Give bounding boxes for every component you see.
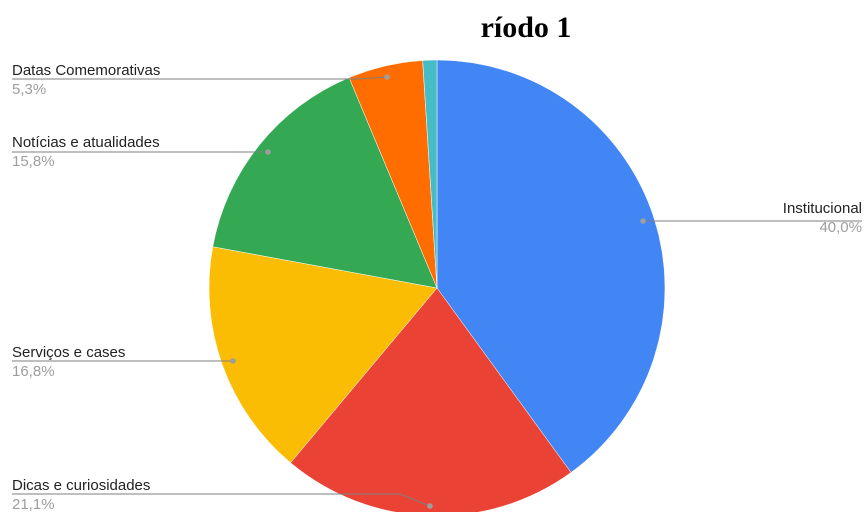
pie-slice-noticias-e-atualidades (212, 77, 438, 289)
slice-label-institucional: Institucional (783, 200, 862, 217)
leader-dot-noticias-e-atualidades (265, 149, 271, 155)
slice-label-noticias-e-atualidades: Notícias e atualidades (12, 134, 160, 151)
leader-dot-dicas-e-curiosidades (427, 503, 433, 509)
leader-dot-datas-comemorativas (384, 74, 390, 80)
leader-dot-servicos-e-cases (230, 358, 236, 364)
leader-line-datas-comemorativas (12, 76, 388, 80)
slice-percent-datas-comemorativas: 5,3% (12, 81, 46, 98)
pie-slice-other (422, 59, 438, 289)
leader-dot-institucional (640, 218, 646, 224)
pie-slices (208, 59, 666, 512)
slice-label-dicas-e-curiosidades: Dicas e curiosidades (12, 477, 150, 494)
slice-percent-dicas-e-curiosidades: 21,1% (12, 496, 55, 512)
chart-title: ríodo 1 (481, 11, 572, 44)
leader-line-dicas-e-curiosidades (12, 493, 431, 507)
pie-slice-institucional (436, 59, 666, 473)
slice-percent-institucional: 40,0% (819, 219, 862, 236)
slice-percent-noticias-e-atualidades: 15,8% (12, 153, 55, 170)
slice-label-datas-comemorativas: Datas Comemorativas (12, 62, 160, 79)
leader-lines (12, 74, 862, 509)
pie-slice-dicas-e-curiosidades (290, 287, 572, 512)
slice-label-servicos-e-cases: Serviços e cases (12, 344, 125, 361)
slice-percent-servicos-e-cases: 16,8% (12, 363, 55, 380)
pie-slice-servicos-e-cases (208, 246, 438, 464)
slice-labels: Institucional 40,0% Dicas e curiosidades 21… (12, 62, 862, 512)
